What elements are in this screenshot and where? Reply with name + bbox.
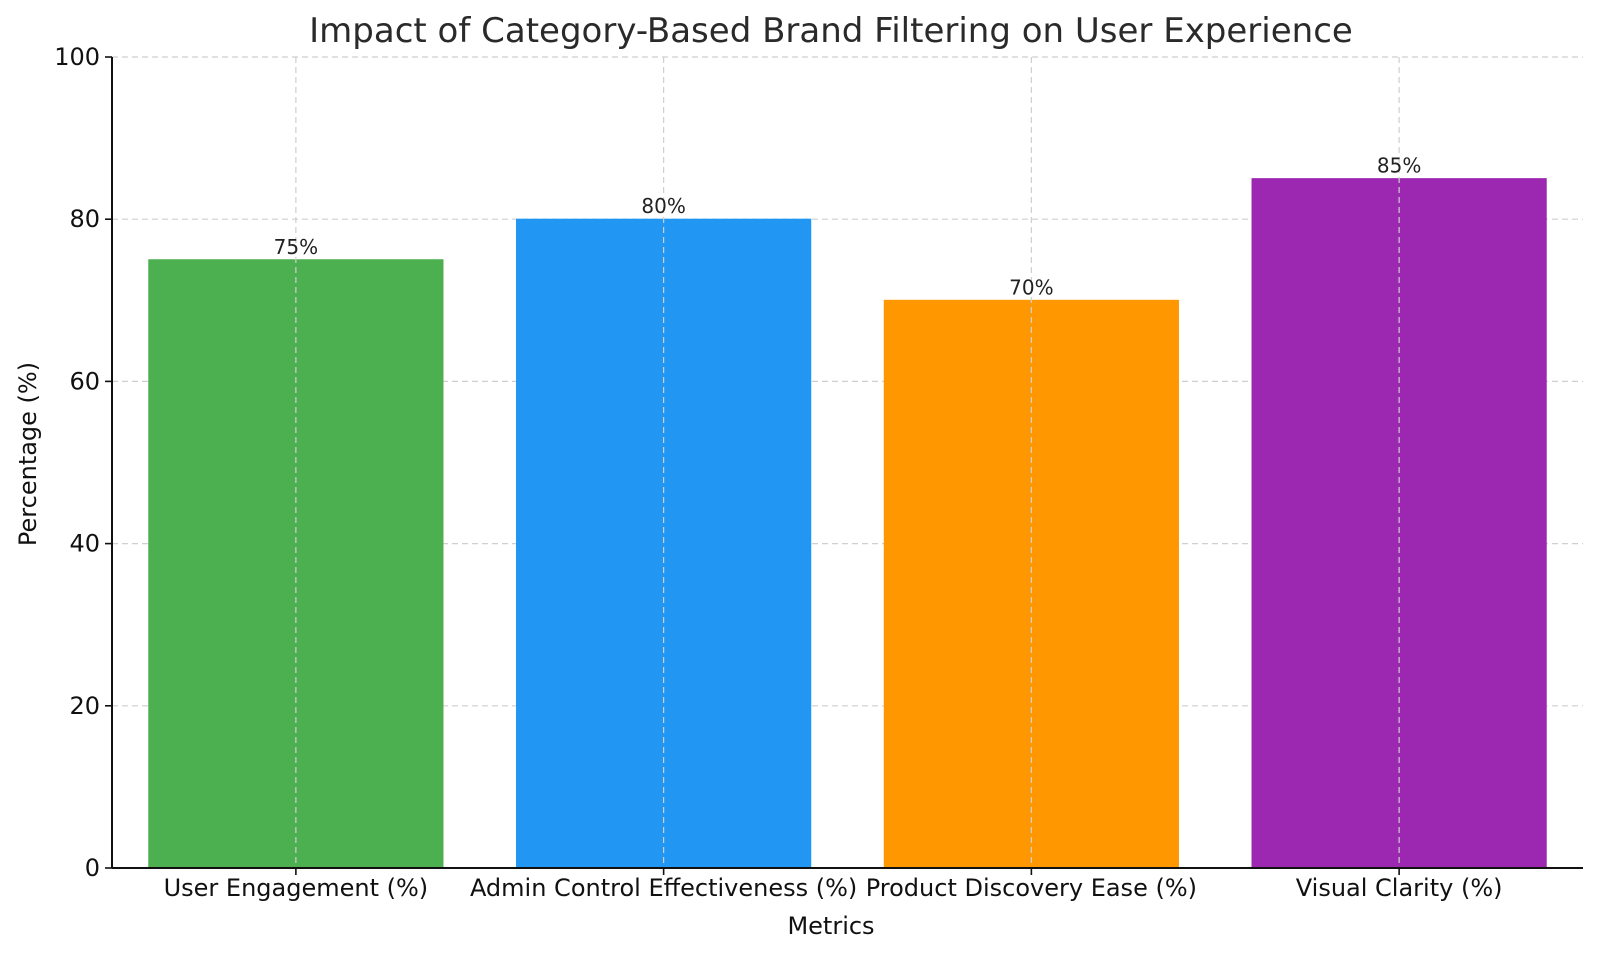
x-axis-label: Metrics [787,912,874,940]
bar [883,299,1179,869]
y-tick-label: 40 [69,530,100,558]
vertical-grid-layer [295,57,1400,868]
chart-title: Impact of Category-Based Brand Filtering… [309,11,1353,51]
bar-data-label: 80% [641,194,685,218]
x-tick-label: Admin Control Effectiveness (%) [470,874,857,902]
labels-layer: 0 20 40 60 80 100 75% 80% 70% 85% User Engagement … [54,43,1502,902]
y-tick-label: 20 [69,692,100,720]
bar-data-label: 70% [1009,275,1053,299]
x-tick-label: User Engagement (%) [164,874,429,902]
y-tick-label: 60 [69,367,100,395]
x-tick-label: Visual Clarity (%) [1296,874,1503,902]
y-axis-label: Percentage (%) [14,362,42,546]
y-tick-label: 80 [69,205,100,233]
bar-data-label: 75% [274,235,318,259]
bar-data-label: 85% [1377,154,1421,178]
bars-layer [148,178,1547,869]
y-tick-label: 0 [85,854,100,882]
x-tick-label: Product Discovery Ease (%) [866,874,1197,902]
y-tick-label: 100 [54,43,100,71]
axes-layer [105,56,1583,875]
